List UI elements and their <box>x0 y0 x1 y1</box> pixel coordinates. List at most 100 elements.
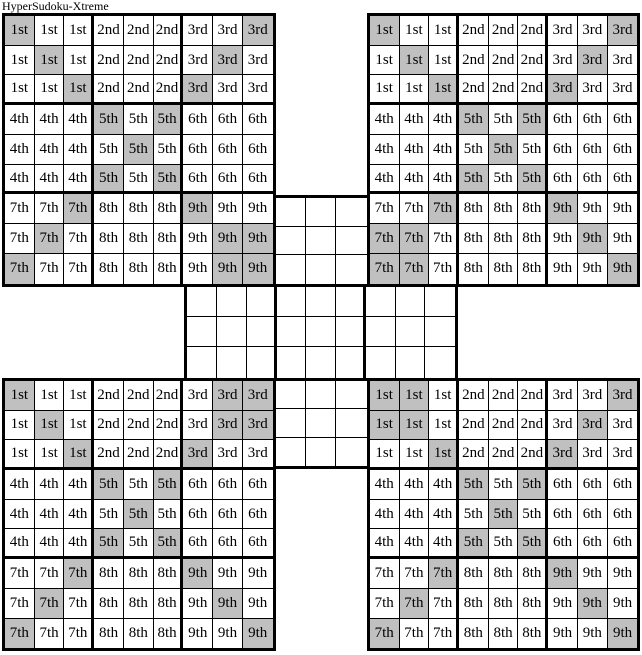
grid-cell: 7th <box>429 194 459 225</box>
empty-cell <box>275 380 306 410</box>
grid-cell: 9th <box>607 224 638 254</box>
empty-cell <box>336 255 366 283</box>
grid-cell: 6th <box>183 105 214 135</box>
grid-cell: 5th <box>153 164 184 195</box>
empty-cell <box>395 316 426 348</box>
grid-cell: 3rd <box>183 16 214 46</box>
grid-cell: 5th <box>123 529 154 560</box>
grid-cell: 8th <box>458 559 489 589</box>
grid-cell: 4th <box>399 105 430 135</box>
grid-cell: 3rd <box>213 410 243 441</box>
grid-cell: 1st <box>399 45 430 76</box>
grid-cell: 3rd <box>548 16 578 46</box>
grid-cell: 7th <box>399 559 430 589</box>
grid-cell: 6th <box>183 134 214 165</box>
grid-cell: 1st <box>369 410 400 441</box>
grid-cell: 8th <box>459 253 489 284</box>
grid-cell: 3rd <box>607 411 638 441</box>
grid-cell: 8th <box>488 588 519 619</box>
grid-cell: 6th <box>607 470 638 500</box>
central-band-middle <box>184 283 458 381</box>
grid-cell: 9th <box>577 588 608 619</box>
grid-cell: 6th <box>183 529 214 560</box>
grid-cell: 9th <box>548 559 578 589</box>
grid-cell: 8th <box>488 194 519 225</box>
empty-cell <box>336 409 367 438</box>
grid-cell: 5th <box>153 469 184 500</box>
empty-cell <box>306 286 337 317</box>
grid-cell: 5th <box>94 529 124 560</box>
grid-cell: 1st <box>399 380 430 411</box>
grid-cell: 5th <box>488 529 519 560</box>
grid-cell: 9th <box>607 559 638 589</box>
grid-cell: 1st <box>5 16 35 46</box>
grid-cell: 7th <box>399 588 430 619</box>
grid-cell: 7th <box>5 618 35 649</box>
grid-cell: 9th <box>183 588 214 619</box>
grid-cell: 5th <box>518 469 549 500</box>
grid-cell: 2nd <box>518 75 549 106</box>
grid-cell: 2nd <box>458 45 489 76</box>
grid-cell: 9th <box>183 253 214 284</box>
grid-cell: 3rd <box>607 16 638 46</box>
grid-cell: 1st <box>369 380 400 411</box>
grid-cell: 7th <box>64 253 95 284</box>
grid-cell: 4th <box>5 529 35 560</box>
grid-cell: 1st <box>369 75 400 106</box>
grid-cell: 3rd <box>183 440 214 470</box>
empty-cell <box>336 316 366 348</box>
grid-cell: 3rd <box>183 380 214 411</box>
grid-cell: 3rd <box>577 410 608 441</box>
grid-cell: 5th <box>518 529 549 560</box>
grid-cell: 7th <box>429 253 459 284</box>
grid-cell: 2nd <box>518 45 549 76</box>
grid-cell: 6th <box>242 470 273 500</box>
grid-cell: 6th <box>607 135 638 165</box>
empty-cell <box>305 409 337 438</box>
grid-cell: 7th <box>429 618 459 649</box>
grid-cell: 8th <box>153 194 184 225</box>
grid-cell: 8th <box>123 194 154 225</box>
grid-cell: 6th <box>577 164 608 195</box>
grid-cell: 9th <box>607 194 638 225</box>
grid-cell: 6th <box>213 469 243 500</box>
grid-cell: 6th <box>242 135 273 165</box>
empty-cell <box>336 438 366 466</box>
empty-cell <box>276 437 306 466</box>
grid-cell: 4th <box>429 164 459 195</box>
empty-cell <box>336 198 367 227</box>
grid-cell: 8th <box>153 224 184 254</box>
grid-cell: 6th <box>213 105 243 135</box>
grid-cell: 1st <box>34 410 65 441</box>
grid-cell: 4th <box>429 499 459 530</box>
grid-cell: 2nd <box>518 16 549 46</box>
grid-cell: 8th <box>153 588 184 619</box>
empty-cell <box>306 255 337 284</box>
grid-cell: 2nd <box>94 45 124 76</box>
grid-bottom-left: 1st 1st 1st 2nd 2nd 2nd 3rd 3rd 3rd 1st 1st 1st 2nd 2… <box>2 377 276 652</box>
grid-cell: 6th <box>577 499 608 530</box>
grid-cell: 2nd <box>458 410 489 441</box>
grid-cell: 5th <box>458 105 489 135</box>
grid-cell: 4th <box>429 469 459 500</box>
grid-cell: 5th <box>458 134 489 165</box>
grid-cell: 6th <box>183 499 214 530</box>
grid-cell: 9th <box>213 194 243 225</box>
empty-cell <box>246 286 277 317</box>
empty-cell <box>187 316 218 348</box>
grid-cell: 2nd <box>518 380 549 411</box>
grid-cell: 7th <box>399 224 430 254</box>
grid-cell: 5th <box>94 105 124 135</box>
grid-cell: 7th <box>5 588 35 619</box>
grid-cell: 5th <box>458 499 489 530</box>
grid-cell: 2nd <box>153 45 184 76</box>
grid-cell: 9th <box>548 224 578 254</box>
grid-cell: 5th <box>458 164 489 195</box>
grid-cell: 2nd <box>123 410 154 441</box>
grid-cell: 9th <box>548 588 578 619</box>
empty-cell <box>217 286 247 317</box>
grid-cell: 8th <box>124 618 154 649</box>
grid-cell: 8th <box>154 253 184 284</box>
grid-cell: 3rd <box>183 45 214 76</box>
grid-cell: 1st <box>429 380 459 411</box>
